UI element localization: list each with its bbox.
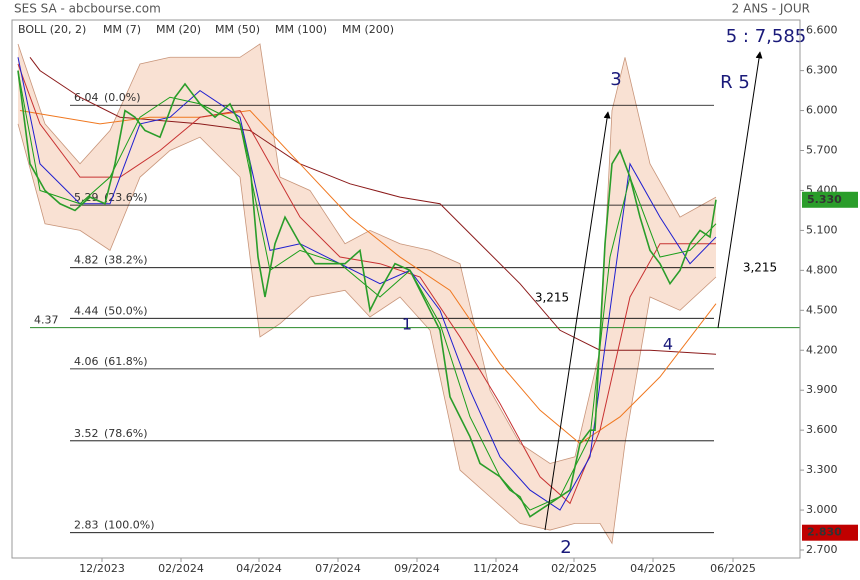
y-tick-label: 4.200	[806, 343, 838, 356]
fib-pct: (0.0%)	[104, 91, 141, 104]
y-tick-label: 4.500	[806, 303, 838, 316]
x-tick-label: 04/2025	[630, 562, 676, 575]
x-tick-label: 09/2024	[394, 562, 440, 575]
fib-value: 4.44	[74, 304, 99, 317]
arrow	[544, 111, 611, 531]
annotation: 5 : 7,585	[726, 26, 807, 47]
chart-title: SES SA - abcbourse.com	[14, 2, 161, 16]
legend-entry: BOLL (20, 2)	[18, 23, 86, 36]
x-tick-label: 02/2024	[158, 562, 204, 575]
plot-area: 2.700 3.000 3.300 3.600 3.900 4.200 4.500 4.800…	[17, 23, 858, 575]
moving-average	[29, 56, 717, 355]
fib-pct: (100.0%)	[104, 519, 155, 532]
fib-value: 6.04	[74, 91, 99, 104]
annotation: 3,215	[535, 291, 569, 305]
x-tick-label: 06/2025	[710, 562, 756, 575]
fib-value: 4.82	[74, 254, 99, 267]
period: 2 ANS - JOUR	[732, 2, 810, 16]
annotation: R 5	[720, 72, 750, 93]
legend-entry: MM (50)	[215, 23, 260, 36]
fib-value: 4.06	[74, 355, 99, 368]
fib-pct: (23.6%)	[104, 191, 148, 204]
legend-entry: MM (100)	[275, 23, 327, 36]
x-tick-label: 11/2024	[473, 562, 519, 575]
fib-value: 2.83	[74, 519, 99, 532]
bollinger-upper	[17, 43, 717, 464]
fib-pct: (50.0%)	[104, 304, 148, 317]
moving-average	[17, 63, 716, 505]
y-tick-label: 3.900	[806, 383, 838, 396]
price-line	[17, 70, 717, 518]
y-tick-label: 2.700	[806, 543, 838, 556]
fib-pct: (61.8%)	[104, 355, 148, 368]
y-tick-label: 4.800	[806, 263, 838, 276]
price-tag-label: 2.830	[807, 526, 842, 539]
x-tick-label: 07/2024	[315, 562, 361, 575]
legend-entry: MM (20)	[156, 23, 201, 36]
x-tick-label: 12/2023	[79, 562, 125, 575]
price-tag	[802, 191, 858, 208]
annotation: 3	[610, 69, 621, 90]
moving-average	[17, 57, 717, 511]
frame	[11, 19, 801, 559]
support-label: 4.37	[34, 314, 59, 327]
annotation: 1	[402, 315, 412, 334]
y-tick-label: 5.700	[806, 144, 838, 157]
y-tick-label: 3.300	[806, 463, 838, 476]
annotation: 4	[663, 335, 673, 354]
legend-entry: MM (7)	[103, 23, 141, 36]
annotation: 3,215	[743, 261, 777, 275]
arrow	[717, 51, 763, 329]
moving-average	[17, 70, 717, 511]
annotation: 2	[560, 537, 571, 558]
bollinger-lower	[17, 123, 717, 545]
y-tick-label: 6.000	[806, 104, 838, 117]
legend-entry: MM (200)	[342, 23, 394, 36]
fib-pct: (38.2%)	[104, 254, 148, 267]
price-tag-label: 5.330	[807, 193, 842, 206]
x-tick-label: 02/2025	[551, 562, 597, 575]
y-tick-label: 6.300	[806, 64, 838, 77]
price-tag	[802, 524, 858, 541]
fib-pct: (78.6%)	[104, 427, 148, 440]
y-tick-label: 6.600	[806, 24, 838, 37]
y-tick-label: 3.000	[806, 503, 838, 516]
y-tick-label: 3.600	[806, 423, 838, 436]
x-tick-label: 04/2024	[236, 562, 282, 575]
y-tick-label: 5.100	[806, 223, 838, 236]
fib-value: 3.52	[74, 427, 99, 440]
